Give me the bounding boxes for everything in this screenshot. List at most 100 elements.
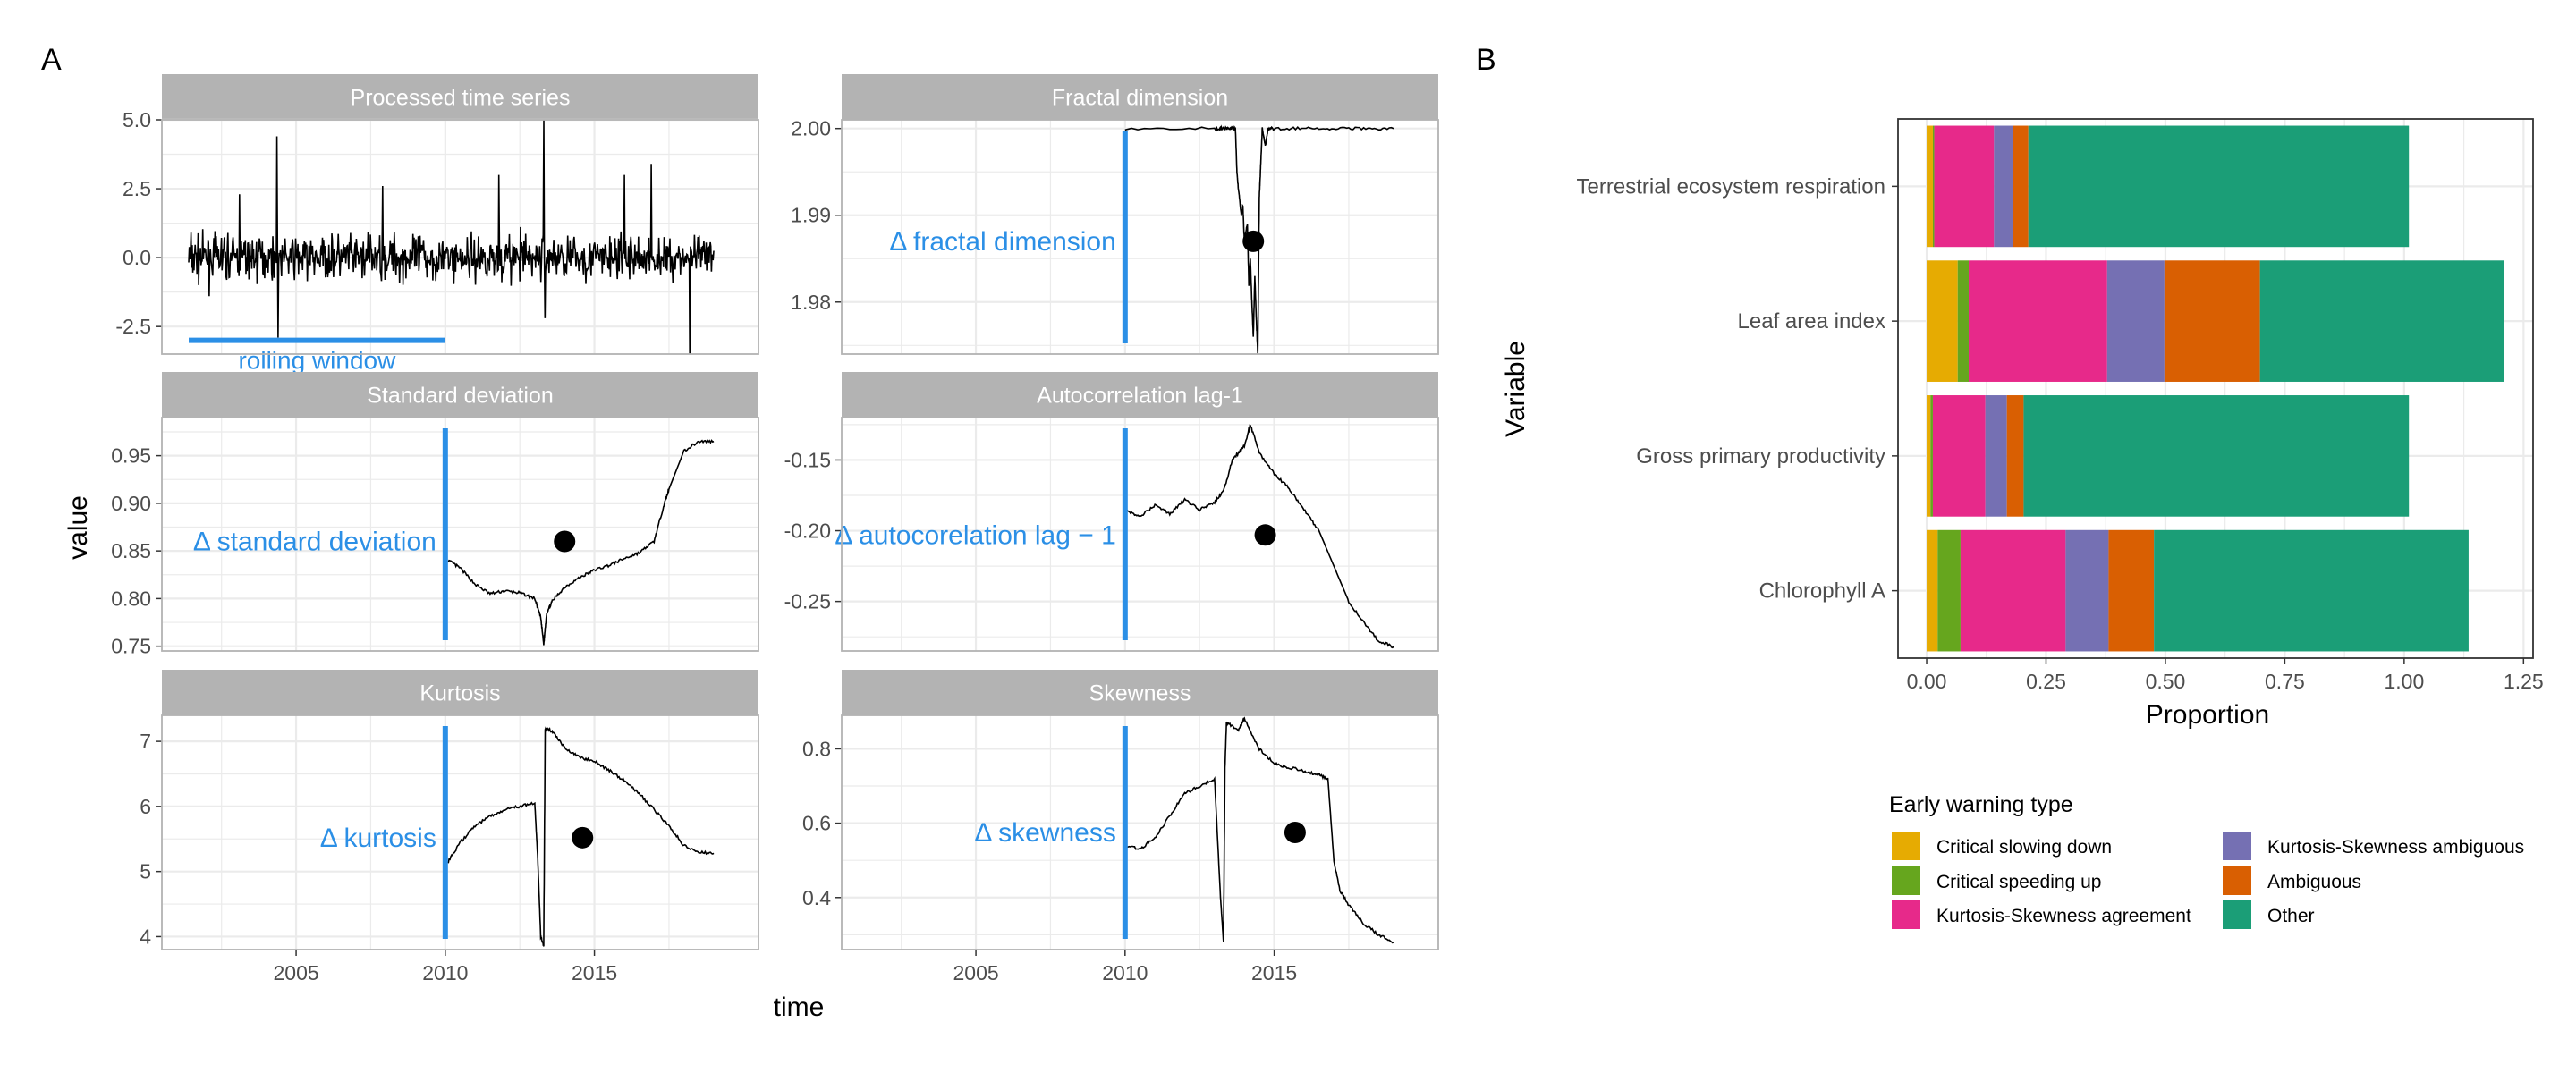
panel-border: [1897, 118, 2534, 659]
legend-label: Kurtosis-Skewness ambiguous: [2267, 837, 2524, 858]
y-tick-label: 4: [140, 925, 151, 948]
x-tick-label: 2005: [953, 961, 998, 984]
y-tick-label: 0.95: [111, 444, 151, 468]
trend-dot: [1284, 822, 1306, 843]
facet-standard-deviation: Standard deviation 0.95 0.90 0.85 0.80 0.75 Δ …: [111, 372, 759, 658]
y-tick-label: -2.5: [115, 315, 151, 338]
plot-background: [842, 120, 1438, 354]
bar-segment: [2028, 125, 2410, 248]
y-tick-label: 5.0: [123, 108, 151, 131]
y-tick-label: 0.80: [111, 587, 151, 610]
plot-background: [162, 715, 758, 950]
series-line: [1124, 124, 1394, 354]
facet-strip: [162, 74, 758, 120]
bar-segment: [1927, 260, 1958, 382]
facet-strip: [162, 372, 758, 418]
bar-segment: [1985, 395, 2007, 517]
y-tick-label: -0.25: [784, 590, 831, 613]
legend-key: [2223, 900, 2251, 929]
y-tick-label: 0.8: [802, 737, 831, 760]
y-tick-label: 0.90: [111, 492, 151, 515]
panel-a-label: A: [41, 43, 62, 77]
bar-segment: [2006, 395, 2024, 517]
x-tick-label: 2015: [572, 961, 617, 984]
x-tick-label: 1.00: [2384, 670, 2424, 693]
bar-segment: [2154, 529, 2469, 652]
bar-segment: [2023, 395, 2410, 517]
trend-dot: [572, 826, 594, 849]
bar-segment: [2012, 125, 2029, 248]
legend-label: Other: [2267, 906, 2315, 926]
y-tick-label: 2.00: [791, 117, 831, 140]
delta-label: Δ skewness: [974, 818, 1115, 848]
facet-strip: [842, 372, 1438, 418]
y-tick-label: 2.5: [123, 177, 151, 200]
plot-background: [842, 715, 1438, 950]
facet-title: Fractal dimension: [1052, 86, 1228, 111]
legend-label: Kurtosis-Skewness agreement: [1936, 906, 2191, 926]
category-label: Terrestrial ecosystem respiration: [1577, 174, 1885, 199]
legend-key: [2223, 832, 2251, 860]
y-tick-label: 0.6: [802, 812, 831, 835]
category-label: Chlorophyll A: [1759, 579, 1885, 604]
trend-dot: [1254, 524, 1276, 546]
facet-grid: Processed time series 5.0 2.5 0.0 -2.5 rollin…: [111, 74, 1439, 984]
rolling-window-label: rolling window: [238, 347, 396, 375]
facet-title: Processed time series: [351, 86, 571, 111]
facet-strip: [842, 670, 1438, 715]
facet-title: Kurtosis: [419, 681, 500, 706]
panel-b-xlabel: Proportion: [2146, 700, 2269, 730]
panel-a-ylabel: value: [64, 495, 93, 560]
delta-label: Δ kurtosis: [320, 824, 436, 853]
stacked-bar-chart: Terrestrial ecosystem respiration Leaf ar…: [1577, 118, 2544, 693]
bar-segment: [1957, 260, 1970, 382]
y-tick-label: 0.75: [111, 635, 151, 658]
series-line: [1124, 716, 1394, 944]
bar-segment: [1932, 395, 1986, 517]
legend: Early warning type Critical slowing down…: [1889, 792, 2524, 929]
panel-border: [161, 417, 759, 652]
y-tick-label: 1.99: [791, 204, 831, 227]
x-tick-label: 0.25: [2026, 670, 2066, 693]
x-tick-label: 2015: [1251, 961, 1297, 984]
legend-key: [1892, 866, 1920, 895]
facet-title: Skewness: [1089, 681, 1191, 706]
bar-segment: [2259, 260, 2504, 382]
facet-strip: [162, 670, 758, 715]
facet-skewness: Skewness 0.8 0.6 0.4 2005 2010 2015 Δ skewness: [802, 670, 1439, 984]
facet-title: Standard deviation: [367, 384, 553, 409]
y-tick-label: 6: [140, 795, 151, 818]
facet-strip: [842, 74, 1438, 120]
y-tick-label: 1.98: [791, 291, 831, 314]
y-tick-label: 7: [140, 730, 151, 753]
legend-title: Early warning type: [1889, 792, 2073, 817]
series-line: [447, 439, 715, 646]
y-tick-label: 0.0: [123, 246, 151, 269]
delta-label: Δ fractal dimension: [889, 227, 1116, 257]
legend-key: [1892, 832, 1920, 860]
panel-border: [161, 119, 759, 355]
facet-title: Autocorrelation lag-1: [1037, 384, 1243, 409]
panel-a-xlabel: time: [774, 993, 825, 1022]
panel-border: [161, 714, 759, 950]
bar-segment: [1994, 125, 2013, 248]
panel-border: [841, 714, 1439, 950]
x-tick-label: 1.25: [2504, 670, 2544, 693]
series-line: [1124, 424, 1394, 649]
gridlines: [162, 715, 758, 950]
bar-segment: [1927, 395, 1931, 517]
bar-segment: [1937, 529, 1961, 652]
bar-segment: [1930, 395, 1933, 517]
trend-dot: [1242, 230, 1265, 252]
bar-segment: [2106, 260, 2165, 382]
bar-segment: [2164, 260, 2260, 382]
x-tick-label: 0.00: [1907, 670, 1947, 693]
legend-key: [2223, 866, 2251, 895]
y-tick-label: 0.85: [111, 539, 151, 562]
legend-label: Critical slowing down: [1936, 837, 2112, 858]
legend-key: [1892, 900, 1920, 929]
bar-segment: [1927, 529, 1938, 652]
series-line: [447, 726, 715, 947]
facet-processed-time-series: Processed time series 5.0 2.5 0.0 -2.5 rollin…: [115, 74, 759, 375]
